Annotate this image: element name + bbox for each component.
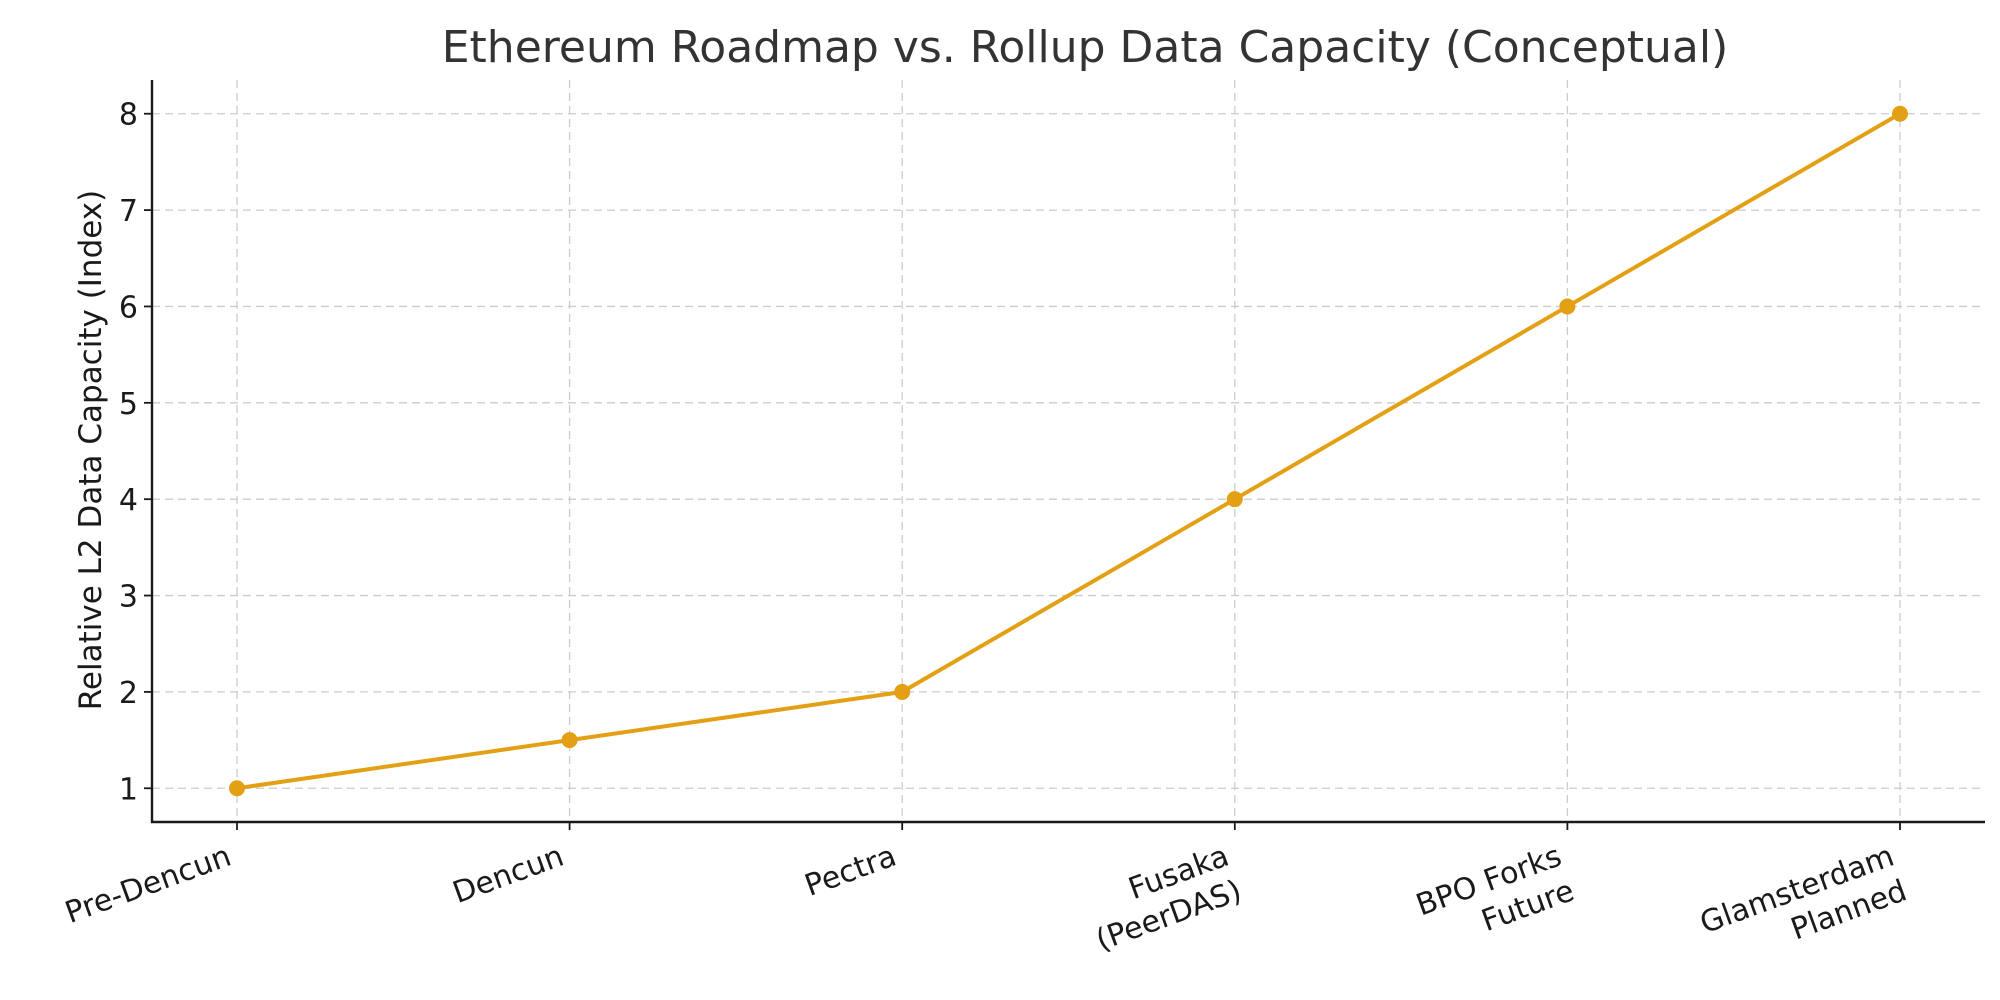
data-point	[894, 683, 911, 700]
y-tick-label: 6	[119, 290, 138, 325]
grid	[152, 80, 1985, 822]
x-tick-label-line: Pectra	[800, 839, 901, 904]
y-tick-label: 8	[119, 98, 138, 133]
data-point	[1226, 491, 1243, 508]
data-point	[1892, 105, 1908, 122]
chart-title: Ethereum Roadmap vs. Rollup Data Capacit…	[442, 22, 1728, 73]
y-tick-label: 1	[119, 772, 138, 807]
axes	[150, 80, 1985, 824]
y-tick-label: 3	[119, 580, 138, 615]
y-axis-label: Relative L2 Data Capacity (Index)	[73, 190, 109, 710]
data-point	[561, 732, 578, 749]
x-tick-label: Fusaka(PeerDAS)	[1079, 839, 1246, 959]
x-tick-label: GlamsterdamPlanned	[1696, 839, 1912, 976]
y-tick-label: 7	[119, 194, 138, 229]
x-tick-label: Pectra	[800, 839, 901, 904]
x-tick-label-line: Dencun	[448, 839, 568, 911]
x-tick-label: Dencun	[448, 839, 568, 911]
x-tick-label-line: Pre-Dencun	[61, 839, 236, 931]
data-point	[229, 780, 245, 797]
y-tick-label: 5	[119, 387, 138, 422]
ticks: 1 2 3 4 5 6 7 8 Pre-Dencun Dencun Pectra Fusaka(Pee…	[61, 98, 1912, 976]
data-point	[1559, 298, 1576, 315]
x-tick-label: BPO ForksFuture	[1412, 839, 1579, 959]
series-line	[236, 111, 1902, 791]
axis-spines	[150, 80, 1985, 824]
x-tick-label: Pre-Dencun	[61, 839, 236, 931]
series	[229, 105, 1908, 797]
y-tick-label: 4	[119, 483, 138, 518]
y-tick-label: 2	[119, 676, 138, 711]
